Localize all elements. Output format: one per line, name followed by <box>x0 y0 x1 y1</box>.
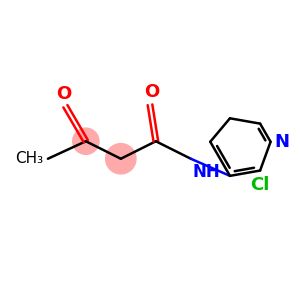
Text: CH₃: CH₃ <box>15 151 44 166</box>
Circle shape <box>73 128 99 154</box>
Text: O: O <box>56 85 72 103</box>
Text: Cl: Cl <box>250 176 270 194</box>
Text: N: N <box>274 133 289 151</box>
Text: NH: NH <box>192 163 220 181</box>
Circle shape <box>106 144 136 174</box>
Text: O: O <box>144 83 159 101</box>
